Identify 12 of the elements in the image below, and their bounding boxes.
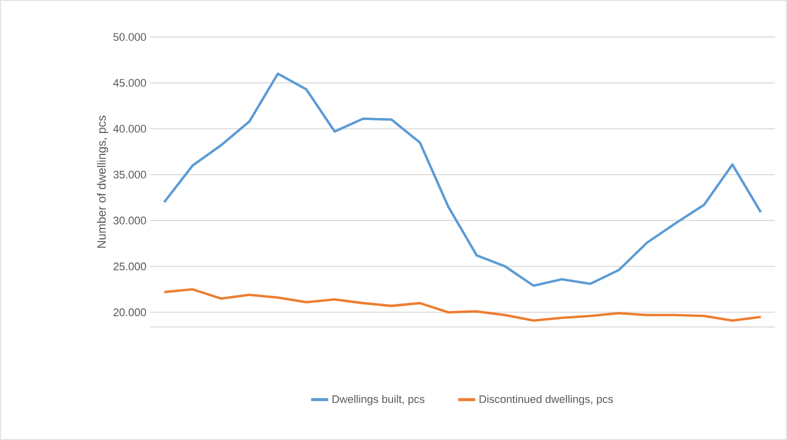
y-tick-label: 50.000 [113, 33, 146, 41]
y-tick-label: 35.000 [113, 170, 146, 179]
y-tick-label: 30.000 [113, 216, 146, 224]
y-tick-label: 40.000 [113, 124, 146, 133]
y-tick-label: 20.000 [114, 308, 146, 316]
y-tick-label: 25.000 [114, 262, 146, 270]
line-series [163, 72, 762, 287]
legend-label: Discontinued dwellings, pcs [480, 394, 613, 406]
legend-label: Dwellings built, pcs [332, 394, 424, 406]
y-axis-title: Number of dwellings, pcs [96, 116, 108, 248]
y-tick-label: 45.000 [113, 79, 146, 87]
line-series [163, 288, 762, 322]
